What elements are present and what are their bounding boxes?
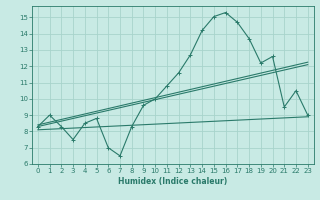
X-axis label: Humidex (Indice chaleur): Humidex (Indice chaleur) <box>118 177 228 186</box>
